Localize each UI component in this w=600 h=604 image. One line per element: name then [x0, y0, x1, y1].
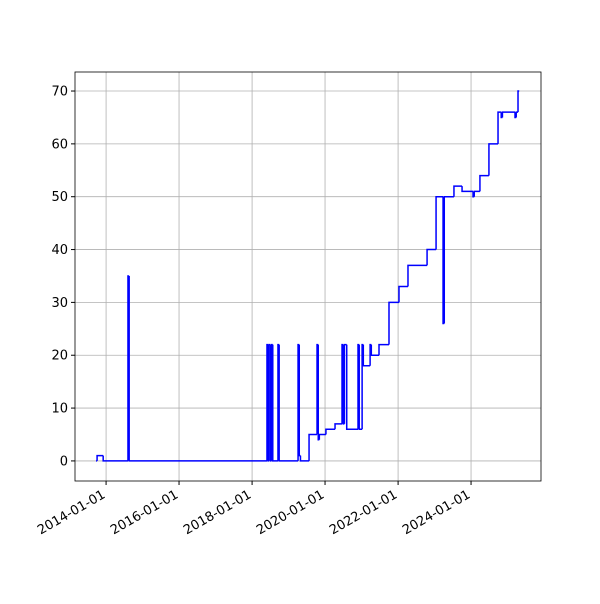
- line-step: [362, 344, 371, 367]
- line-step: [318, 433, 326, 440]
- line-step: [407, 264, 428, 287]
- line-step: [272, 344, 278, 462]
- line-step: [345, 344, 359, 430]
- line-step: [497, 111, 502, 144]
- x-tick-label: 2024-01-01: [400, 487, 473, 538]
- line-step: [128, 275, 267, 462]
- line-step: [334, 423, 343, 430]
- line-step: [96, 454, 104, 461]
- y-tick-label: 10: [51, 402, 68, 417]
- y-tick-label: 40: [51, 243, 68, 258]
- line-step: [278, 344, 299, 462]
- line-step: [308, 433, 318, 461]
- line-step: [443, 195, 454, 324]
- x-tick-label: 2022-01-01: [327, 487, 400, 538]
- line-step: [343, 343, 347, 424]
- line-step: [317, 344, 320, 441]
- line-step: [473, 190, 480, 197]
- line-step: [426, 248, 437, 266]
- line-step: [517, 90, 520, 113]
- y-tick-label: 20: [51, 349, 68, 364]
- line-step: [501, 111, 516, 118]
- y-tick-label: 0: [60, 454, 68, 469]
- plot-frame: [74, 71, 542, 482]
- line-step: [269, 344, 272, 462]
- line-step: [267, 344, 269, 462]
- y-tick-label: 50: [51, 190, 68, 205]
- line-step: [442, 196, 445, 325]
- y-tick-label: 60: [51, 137, 68, 152]
- line-step: [398, 285, 408, 303]
- line-step: [299, 455, 310, 462]
- x-tick-label: 2018-01-01: [181, 487, 254, 538]
- x-tick-label: 2014-01-01: [35, 487, 108, 538]
- y-tick-label: 70: [51, 85, 68, 100]
- line-step: [325, 428, 336, 435]
- x-tick-label: 2020-01-01: [254, 487, 327, 538]
- x-tick-label: 2016-01-01: [108, 487, 181, 538]
- line-step: [378, 343, 389, 356]
- line-step: [515, 111, 519, 118]
- line-step: [388, 301, 399, 345]
- line-step: [358, 344, 363, 430]
- line-step: [370, 344, 380, 356]
- line-step: [461, 186, 474, 193]
- line-step: [102, 455, 128, 462]
- line-step: [479, 174, 489, 192]
- line-step: [453, 185, 463, 197]
- line-step: [488, 143, 499, 176]
- line-step: [435, 195, 444, 250]
- y-tick-label: 30: [51, 296, 68, 311]
- line-step: [298, 344, 301, 457]
